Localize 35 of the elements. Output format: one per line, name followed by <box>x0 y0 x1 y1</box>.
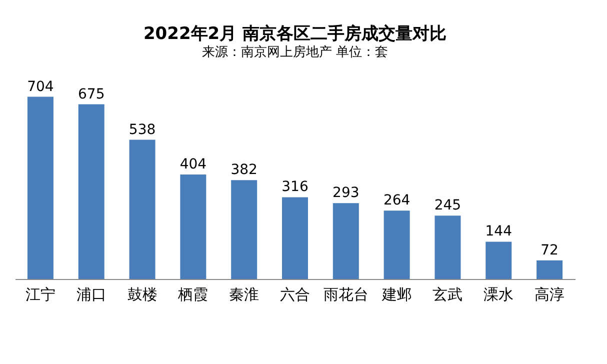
data-label: 245 <box>434 198 462 214</box>
x-tick-label: 溧水 <box>484 286 514 304</box>
data-label: 404 <box>180 156 207 172</box>
bar <box>78 104 104 279</box>
x-tick-label: 高淳 <box>534 286 565 304</box>
x-tick-label: 建邺 <box>380 286 412 304</box>
bar <box>384 210 410 279</box>
x-tick-label: 鼓楼 <box>127 286 158 304</box>
bar <box>180 174 206 279</box>
data-label: 264 <box>383 192 410 209</box>
data-label: 144 <box>485 224 512 240</box>
data-label: 538 <box>128 122 156 138</box>
bar <box>332 203 359 279</box>
bar <box>434 216 461 279</box>
x-tick-label: 浦口 <box>76 286 106 304</box>
data-label: 316 <box>282 179 308 196</box>
chart-title: 2022年2月 南京各区二手房成交量对比 <box>143 24 447 44</box>
bar <box>129 140 156 279</box>
bar <box>27 96 54 279</box>
x-tick-label: 栖霞 <box>177 286 208 304</box>
x-tick-label: 玄武 <box>432 286 463 304</box>
data-label: 382 <box>230 162 258 178</box>
data-label: 704 <box>27 78 54 95</box>
x-tick-label: 江宁 <box>25 286 56 304</box>
bar <box>536 260 563 279</box>
bar <box>486 242 512 279</box>
x-tick-label: 六合 <box>280 286 310 304</box>
data-label: 293 <box>332 185 360 202</box>
x-tick-label: 雨花台 <box>323 286 368 304</box>
bar <box>231 180 258 279</box>
data-label: 72 <box>540 242 558 258</box>
bar <box>282 197 308 279</box>
chart-subtitle: 来源：南京网上房地产 单位：套 <box>202 44 388 60</box>
x-tick-label: 秦淮 <box>229 286 260 304</box>
data-label: 675 <box>78 86 105 102</box>
